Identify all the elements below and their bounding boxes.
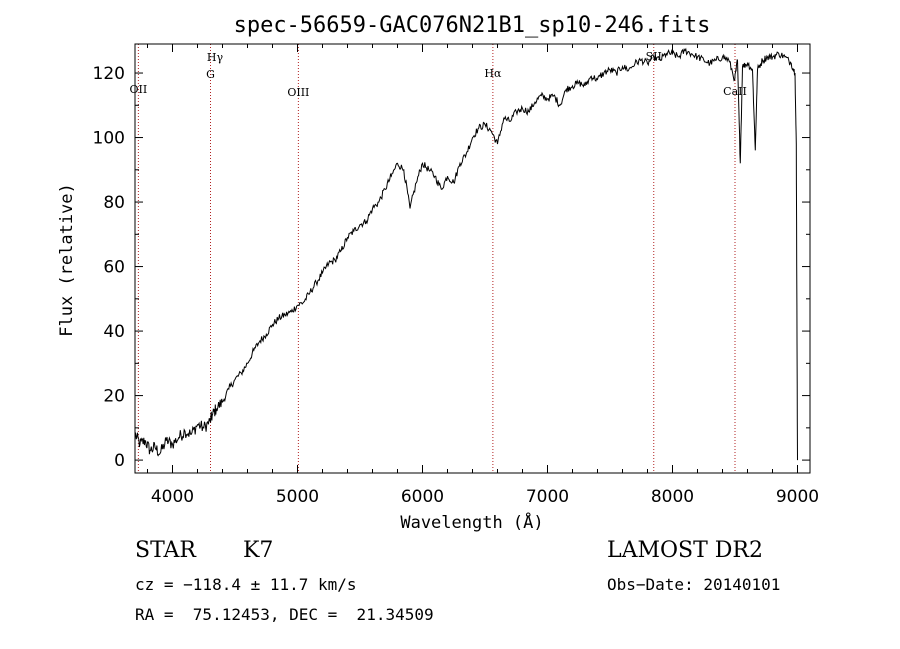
x-tick-label: 4000 <box>151 487 194 507</box>
x-tick-label: 8000 <box>651 487 694 507</box>
y-axis-label: Flux (relative) <box>57 183 77 337</box>
object-class: STAR <box>135 538 196 563</box>
spectral-line-label-CaII: CaII <box>723 85 747 98</box>
coordinates-text: RA = 75.12453, DEC = 21.34509 <box>135 605 434 624</box>
y-tick-label: 80 <box>103 193 125 213</box>
x-tick-label: 7000 <box>526 487 569 507</box>
plot-frame <box>134 43 811 474</box>
spectral-line-markers <box>137 44 736 473</box>
chart-title: spec-56659-GAC076N21B1_sp10-246.fits <box>234 13 711 38</box>
spectral-line-label-OIII: OIII <box>287 86 309 99</box>
y-tick-label: 100 <box>93 129 125 149</box>
y-tick-label: 20 <box>103 387 125 407</box>
x-axis-label: Wavelength (Å) <box>400 511 543 533</box>
spectral-line-label-Hγ: Hγ <box>207 51 224 64</box>
y-axis-ticks: 0 20 40 60 80 100 120 <box>93 64 810 471</box>
spectral-line-label-G: G <box>206 68 215 81</box>
x-tick-label: 6000 <box>401 487 444 507</box>
y-tick-label: 60 <box>103 258 125 278</box>
obs-date-text: Obs−Date: 20140101 <box>607 575 781 594</box>
spectral-line-label-Hα: Hα <box>484 67 502 80</box>
survey-name: LAMOST DR2 <box>607 538 763 563</box>
x-axis-ticks: 4000 5000 6000 7000 8000 9000 <box>147 44 819 507</box>
x-tick-label: 9000 <box>776 487 819 507</box>
spectral-line-label-OII: OII <box>130 83 148 96</box>
spectrum-line <box>134 47 798 461</box>
y-tick-label: 40 <box>103 322 125 342</box>
y-tick-label: 0 <box>114 451 125 471</box>
object-subclass: K7 <box>243 538 274 563</box>
y-tick-label: 120 <box>93 64 125 84</box>
x-tick-label: 5000 <box>276 487 319 507</box>
redshift-text: cz = −118.4 ± 11.7 km/s <box>135 575 357 594</box>
